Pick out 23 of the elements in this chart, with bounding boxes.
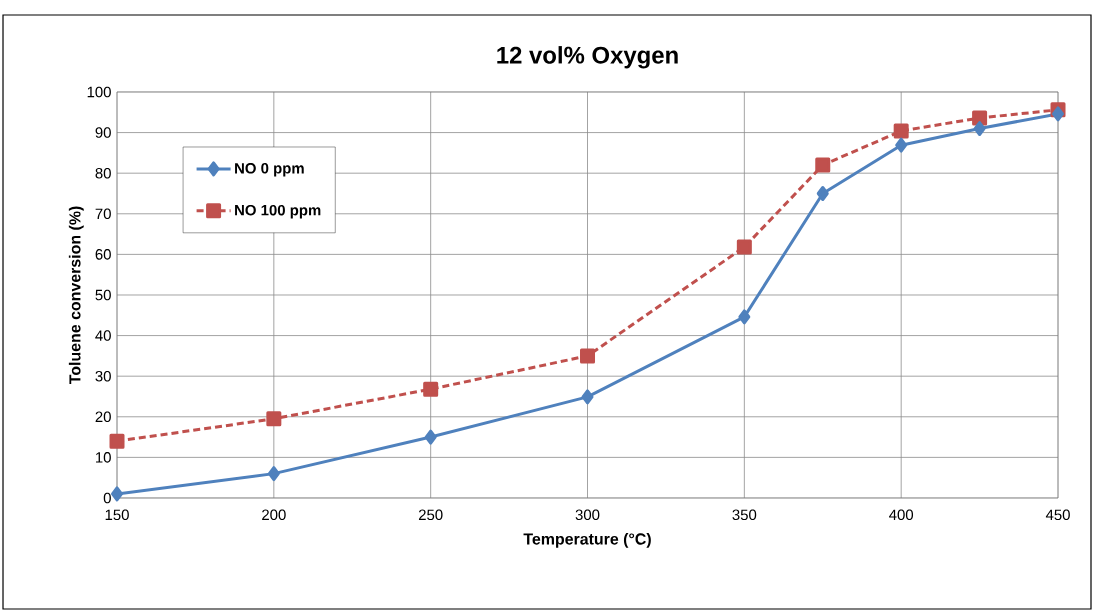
chart-title: 12 vol% Oxygen xyxy=(497,46,678,69)
y-tick-label: 70 xyxy=(95,208,111,220)
y-tick-label: 100 xyxy=(87,86,111,98)
legend-label: NO 100 ppm xyxy=(235,204,321,219)
y-tick-label: 50 xyxy=(95,289,111,301)
x-tick-label: 300 xyxy=(575,509,600,521)
x-tick-label: 400 xyxy=(889,509,914,521)
y-tick-label: 30 xyxy=(95,370,111,382)
legend-label: NO 0 ppm xyxy=(235,162,304,177)
y-tick-label: 20 xyxy=(95,411,111,423)
y-tick-label: 80 xyxy=(95,167,111,179)
y-tick-label: 90 xyxy=(95,127,111,138)
y-tick-label: 10 xyxy=(96,452,111,463)
y-tick-label: 0 xyxy=(103,492,111,504)
x-tick-label: 450 xyxy=(1045,509,1070,521)
x-tick-label: 200 xyxy=(262,509,286,521)
x-tick-label: 250 xyxy=(418,509,443,521)
y-axis-title: Toluene conversion (%) xyxy=(68,206,84,385)
x-tick-label: 150 xyxy=(105,509,129,521)
x-tick-label: 350 xyxy=(732,509,757,521)
y-tick-label: 60 xyxy=(95,249,111,260)
y-tick-label: 40 xyxy=(95,330,111,341)
x-axis-title: Temperature (°C) xyxy=(523,532,651,548)
